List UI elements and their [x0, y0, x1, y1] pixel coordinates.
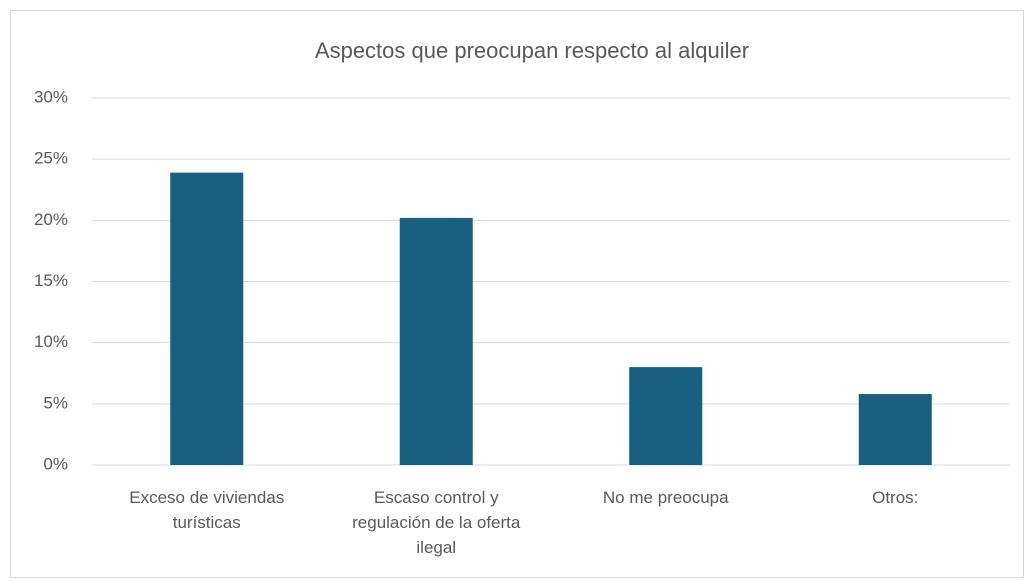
y-tick-label: 10%: [34, 332, 68, 351]
bar: [858, 394, 932, 465]
x-tick-label: Escaso control y regulación de la oferta…: [352, 488, 521, 557]
y-tick-label: 20%: [34, 210, 68, 229]
y-tick-label: 5%: [43, 393, 68, 412]
bar: [170, 172, 244, 465]
x-tick-label: No me preocupa: [602, 488, 729, 507]
bar: [399, 217, 473, 465]
x-tick-label: Otros:: [872, 488, 919, 507]
x-tick-label: Exceso de viviendas turísticas: [129, 488, 285, 532]
y-tick-label: 25%: [34, 149, 68, 168]
y-tick-label: 0%: [43, 454, 68, 473]
bar: [629, 367, 703, 465]
y-tick-label: 15%: [34, 271, 68, 290]
y-tick-label: 30%: [34, 87, 68, 106]
chart-title: Aspectos que preocupan respecto al alqui…: [315, 38, 749, 63]
